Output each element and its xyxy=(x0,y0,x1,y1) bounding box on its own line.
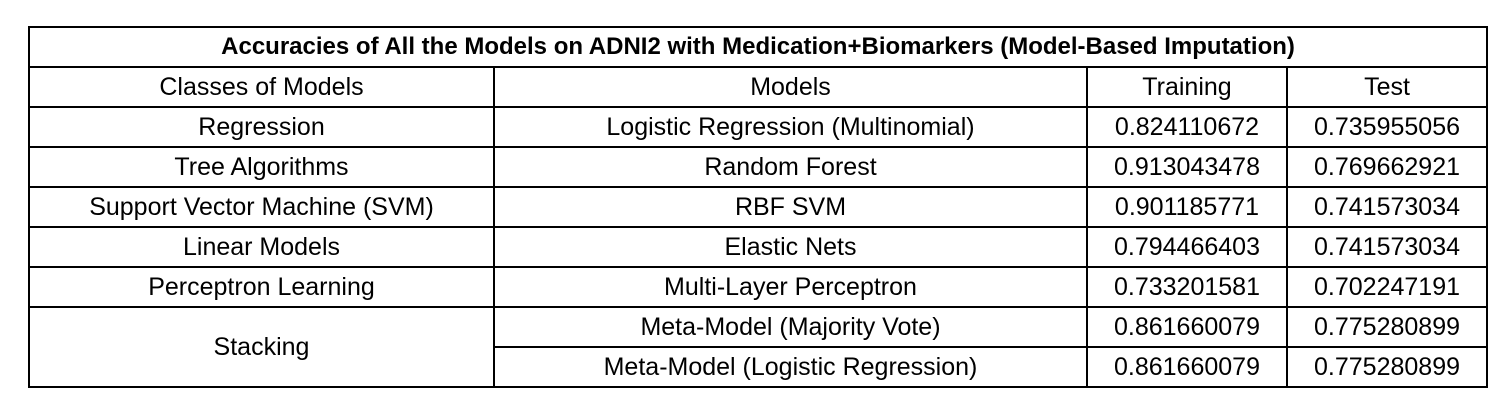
test-cell: 0.702247191 xyxy=(1285,266,1489,308)
table-row: Support Vector Machine (SVM) RBF SVM 0.9… xyxy=(28,186,1489,228)
class-cell: Support Vector Machine (SVM) xyxy=(28,186,495,228)
accuracy-table: Accuracies of All the Models on ADNI2 wi… xyxy=(27,26,1489,388)
title-row: Accuracies of All the Models on ADNI2 wi… xyxy=(27,26,1489,68)
model-cell: Multi-Layer Perceptron xyxy=(493,266,1088,308)
header-row: Classes of Models Models Training Test xyxy=(28,66,1489,108)
model-cell: Meta-Model (Logistic Regression) xyxy=(493,346,1088,388)
test-cell: 0.775280899 xyxy=(1285,346,1489,388)
class-cell: Tree Algorithms xyxy=(28,146,495,188)
header-classes: Classes of Models xyxy=(28,66,495,108)
model-cell: Random Forest xyxy=(493,146,1088,188)
training-cell: 0.794466403 xyxy=(1086,226,1288,268)
table-row: Stacking Meta-Model (Majority Vote) 0.86… xyxy=(28,306,1489,388)
test-cell: 0.769662921 xyxy=(1285,146,1489,188)
test-cell: 0.735955056 xyxy=(1285,106,1489,148)
class-cell-stacking: Stacking xyxy=(28,306,495,388)
test-cell: 0.741573034 xyxy=(1285,186,1489,228)
table-row: Perceptron Learning Multi-Layer Perceptr… xyxy=(28,266,1489,308)
table-title: Accuracies of All the Models on ADNI2 wi… xyxy=(27,26,1489,68)
class-cell: Perceptron Learning xyxy=(28,266,495,308)
class-cell: Linear Models xyxy=(28,226,495,268)
training-cell: 0.901185771 xyxy=(1086,186,1288,228)
training-cell: 0.824110672 xyxy=(1086,106,1288,148)
header-models: Models xyxy=(493,66,1088,108)
table-row: Meta-Model (Logistic Regression) 0.86166… xyxy=(29,346,1489,388)
header-test: Test xyxy=(1285,66,1489,108)
class-cell: Regression xyxy=(28,106,495,148)
training-cell: 0.861660079 xyxy=(1086,346,1288,388)
table-row: Tree Algorithms Random Forest 0.91304347… xyxy=(28,146,1489,188)
model-cell: Meta-Model (Majority Vote) xyxy=(493,306,1088,348)
training-cell: 0.861660079 xyxy=(1086,306,1288,348)
model-cell: RBF SVM xyxy=(493,186,1088,228)
model-cell: Elastic Nets xyxy=(493,226,1088,268)
test-cell: 0.775280899 xyxy=(1285,306,1489,348)
test-cell: 0.741573034 xyxy=(1285,226,1489,268)
table-row: Linear Models Elastic Nets 0.794466403 0… xyxy=(28,226,1489,268)
training-cell: 0.733201581 xyxy=(1086,266,1288,308)
training-cell: 0.913043478 xyxy=(1086,146,1288,188)
table-row: Regression Logistic Regression (Multinom… xyxy=(28,106,1489,148)
header-training: Training xyxy=(1086,66,1288,108)
model-cell: Logistic Regression (Multinomial) xyxy=(493,106,1088,148)
